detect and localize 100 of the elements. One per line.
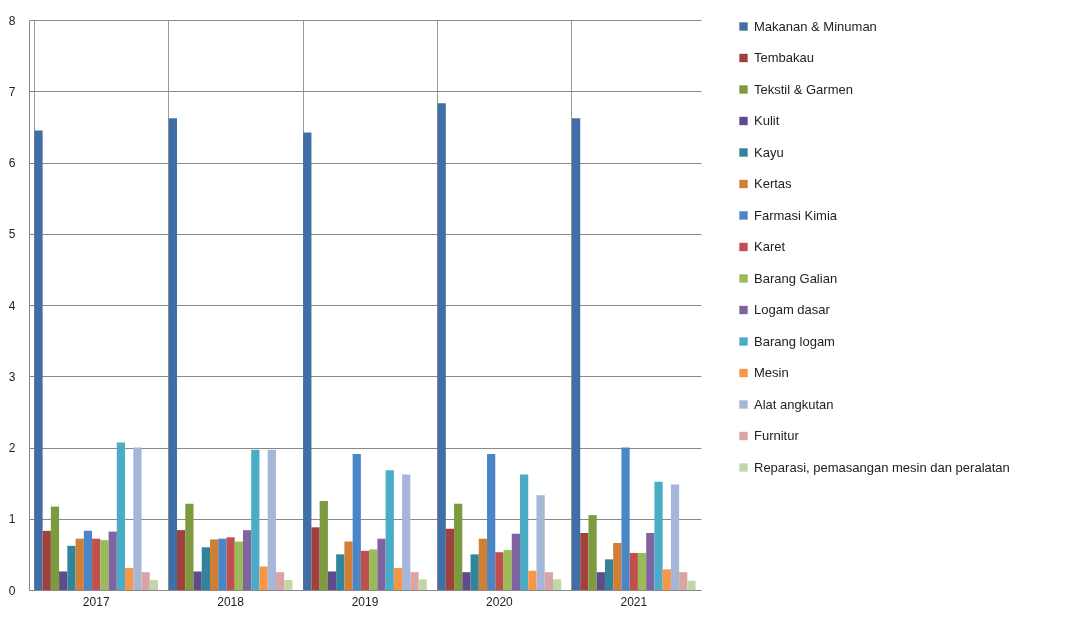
bar [360, 550, 370, 590]
bar [487, 453, 496, 590]
legend-label: Makanan & Minuman [754, 18, 877, 34]
bar [327, 571, 337, 590]
bar [393, 567, 403, 590]
bar [83, 530, 93, 590]
bar [478, 538, 488, 590]
legend-label: Farmasi Kimia [754, 207, 838, 223]
bar [303, 132, 312, 590]
bar [646, 533, 655, 590]
y-tick-label: 0 [8, 583, 16, 598]
y-tick-label: 4 [8, 298, 16, 313]
bar [185, 503, 194, 590]
bar [621, 447, 630, 590]
bar [242, 530, 252, 590]
bar [259, 566, 268, 590]
bar [275, 572, 285, 590]
bar [42, 530, 51, 590]
bar [552, 579, 562, 590]
bar [201, 547, 210, 590]
legend-label: Kayu [754, 144, 784, 160]
y-tick-label: 8 [8, 13, 16, 28]
bar [687, 580, 696, 590]
bar [596, 572, 605, 590]
y-tick-label: 2 [8, 441, 16, 455]
bar [149, 580, 159, 590]
bar [528, 570, 537, 590]
bar [520, 474, 529, 590]
bar [141, 572, 150, 590]
legend-label: Barang Galian [754, 270, 838, 286]
bar [495, 552, 504, 590]
bar [637, 552, 647, 590]
legend-label: Kertas [754, 176, 793, 191]
bar [50, 506, 60, 590]
legend-label: Mesin [754, 365, 789, 380]
bar [218, 538, 227, 590]
bar [116, 442, 126, 590]
bar [284, 580, 293, 590]
bar [418, 579, 427, 590]
y-tick-label: 1 [8, 512, 16, 527]
bar [177, 530, 186, 590]
bar [251, 449, 260, 590]
bar [385, 470, 394, 590]
y-tick-label: 5 [8, 227, 16, 242]
bar [536, 495, 545, 590]
bar [544, 572, 553, 590]
bar [34, 130, 43, 590]
bar [462, 572, 471, 590]
bar [226, 537, 235, 590]
bar [336, 554, 345, 590]
bar [445, 528, 455, 590]
bar [588, 515, 597, 590]
x-tick-label: 2020 [486, 594, 514, 609]
bar [319, 500, 328, 590]
legend-label: Tembakau [754, 50, 814, 65]
bar [654, 481, 663, 590]
bar [125, 567, 134, 590]
bar [604, 559, 614, 590]
bar [59, 571, 68, 590]
y-tick-label: 3 [8, 369, 16, 384]
bar [580, 533, 589, 590]
bar [108, 531, 117, 590]
bar [369, 549, 378, 590]
bar [133, 447, 142, 590]
bar [267, 449, 276, 590]
bar [437, 103, 446, 590]
bar [679, 572, 688, 590]
legend-label: Karet [754, 239, 786, 254]
bar [470, 554, 479, 590]
bar [67, 545, 76, 590]
bar [454, 503, 463, 590]
bar [662, 569, 671, 590]
y-tick-label: 6 [8, 156, 16, 170]
x-tick-label: 2019 [351, 594, 379, 609]
legend-label: Tekstil & Garmen [754, 81, 853, 97]
bar [100, 540, 109, 590]
x-tick-label: 2021 [620, 594, 648, 609]
bar [629, 552, 638, 590]
bar [234, 541, 243, 590]
legend-label: Kulit [754, 113, 780, 128]
legend-label: Alat angkutan [754, 396, 834, 412]
x-tick-label: 2018 [217, 594, 245, 609]
legend-label: Logam dasar [754, 302, 831, 317]
bar [402, 474, 411, 590]
y-tick-label: 7 [8, 84, 16, 99]
legend-label: Reparasi, pemasangan mesin dan peralatan [754, 459, 1010, 475]
bar [352, 453, 361, 590]
bar [670, 484, 680, 590]
bar [377, 538, 386, 590]
legend-label: Furnitur [754, 428, 800, 443]
bar [613, 542, 622, 590]
bar [511, 533, 521, 590]
bar [311, 527, 320, 590]
bar [344, 541, 353, 590]
bar [92, 538, 101, 590]
bar [410, 572, 419, 590]
legend-label: Barang logam [754, 333, 835, 349]
bar [193, 571, 202, 590]
bar [209, 539, 219, 590]
x-tick-label: 2017 [82, 594, 110, 609]
